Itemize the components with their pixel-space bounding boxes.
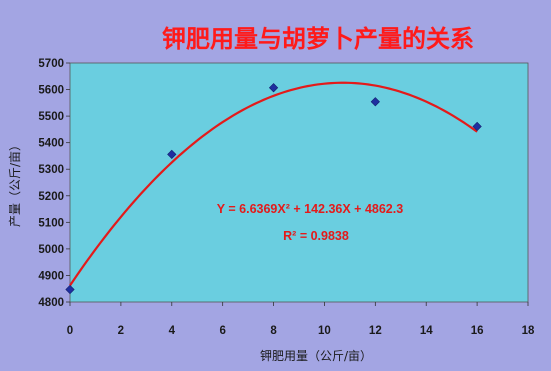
y-tick-label: 5700 xyxy=(38,58,64,70)
y-tick-label: 5400 xyxy=(38,138,64,150)
x-axis-label: 钾肥用量（公斤/亩） xyxy=(260,348,372,363)
y-tick-label: 5300 xyxy=(38,164,64,176)
trendline xyxy=(69,81,478,287)
y-tick-label: 5100 xyxy=(38,217,64,229)
data-point-marker xyxy=(167,149,177,159)
x-tick-label: 6 xyxy=(219,325,225,337)
x-tick-label: 16 xyxy=(471,325,484,337)
y-tick-label: 5000 xyxy=(38,244,64,256)
y-tick-label: 5500 xyxy=(38,111,64,123)
data-point-marker xyxy=(65,284,75,295)
plot-area xyxy=(69,62,529,303)
data-points xyxy=(65,83,482,295)
data-point-marker xyxy=(472,121,482,132)
y-tick-label: 5600 xyxy=(38,85,64,97)
y-tick-label: 4900 xyxy=(38,270,64,282)
x-tick-label: 0 xyxy=(67,325,73,337)
x-axis: 0 2 4 6 8 10 12 14 16 18 xyxy=(67,302,535,337)
x-tick-label: 8 xyxy=(270,325,277,337)
x-tick-label: 14 xyxy=(420,325,433,337)
data-point-marker xyxy=(268,83,279,93)
x-tick-label: 18 xyxy=(522,325,535,337)
y-tick-label: 4800 xyxy=(38,297,64,309)
chart-title: 钾肥用量与胡萝卜产量的关系 xyxy=(162,25,474,53)
data-point-marker xyxy=(370,97,380,107)
x-tick-label: 2 xyxy=(118,325,124,337)
y-axis: 4800 4900 5000 5100 5200 5300 5400 5500 5600 5700 xyxy=(38,58,70,309)
x-tick-label: 12 xyxy=(369,325,382,337)
r-squared-label: R² = 0.9838 xyxy=(283,229,349,243)
y-tick-label: 5200 xyxy=(38,191,64,203)
y-axis-label: 产量（公斤/亩） xyxy=(7,139,22,227)
trendline-equation: Y = 6.6369X² + 142.36X + 4862.3 xyxy=(217,202,403,216)
x-tick-label: 4 xyxy=(169,325,176,337)
x-tick-label: 10 xyxy=(318,325,331,337)
